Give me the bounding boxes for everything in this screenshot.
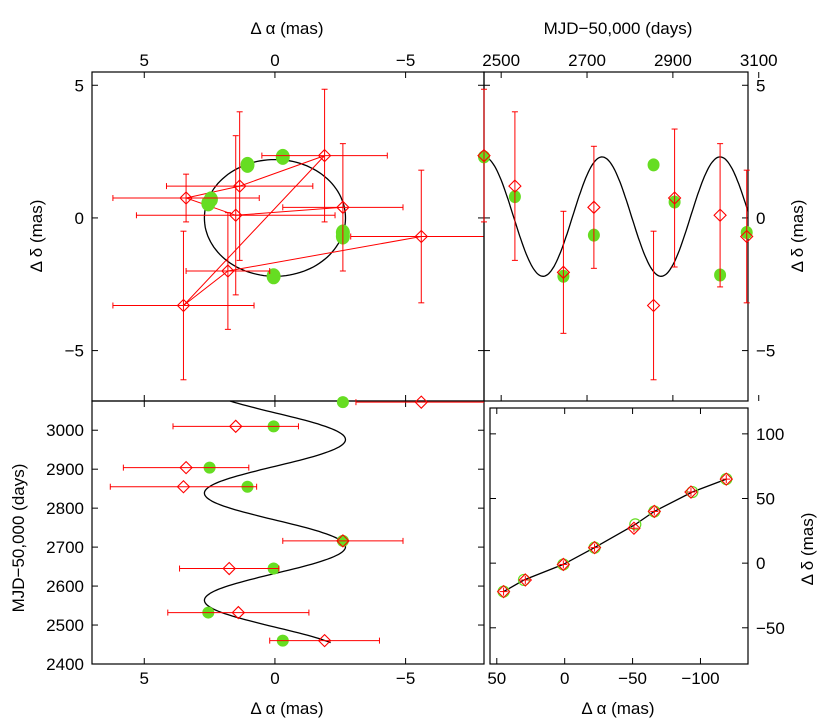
top-right-x-axis-label: MJD−50,000 (days) — [544, 19, 693, 38]
observation-diamond — [221, 264, 235, 278]
model-position-marker — [517, 573, 531, 587]
observation-diamond — [317, 148, 332, 163]
observation-diamond — [646, 298, 661, 313]
observation-diamond — [719, 472, 734, 486]
observation-diamond — [518, 573, 533, 587]
y-tick-label: 0 — [756, 209, 765, 228]
observation-diamond — [222, 561, 236, 576]
top-left-y-axis-label: Δ δ (mas) — [27, 200, 46, 273]
plot-area — [112, 88, 484, 381]
observation-diamond — [336, 534, 350, 548]
observation-diamond — [684, 485, 698, 499]
x-tick-label: 5 — [140, 51, 149, 70]
x-tick-label: 2700 — [568, 51, 606, 70]
x-tick-label: 0 — [270, 51, 279, 70]
y-tick-label: 2400 — [46, 655, 84, 674]
model-position-marker — [240, 156, 255, 173]
y-tick-label: −5 — [65, 342, 84, 361]
panel-top-left-sky-orbit: Δ α (mas) Δ δ (mas) 5 0 −5 5 0 −5 — [27, 19, 485, 402]
observation-connecting-line — [183, 155, 422, 306]
y-tick-label: 2600 — [46, 577, 84, 596]
observation-diamond — [228, 419, 243, 434]
observation-diamond — [414, 395, 429, 409]
model-dec-curve — [483, 156, 749, 277]
x-tick-label: 5 — [140, 669, 149, 688]
panel-frame — [483, 71, 749, 402]
observation-diamond — [176, 298, 191, 313]
y-tick-label: 0 — [756, 554, 765, 573]
observation-diamond — [336, 200, 350, 215]
panel-frame — [489, 407, 749, 665]
observation-diamond — [627, 521, 641, 536]
top-right-y-axis-label: Δ δ (mas) — [788, 200, 807, 273]
y-tick-label: 100 — [756, 425, 784, 444]
x-tick-label: −5 — [396, 669, 415, 688]
y-tick-label: −5 — [756, 342, 775, 361]
y-tick-label: 50 — [756, 490, 775, 509]
model-position-marker — [647, 158, 660, 172]
x-tick-label: 50 — [487, 669, 506, 688]
panel-frame — [91, 400, 485, 665]
top-left-x-axis-label: Δ α (mas) — [250, 19, 323, 38]
panel-bottom-left-time-vs-ra: Δ α (mas) MJD−50,000 (days) 5 0 −5 2400 2500… — [9, 395, 485, 718]
x-tick-label: 0 — [270, 669, 279, 688]
x-tick-label: −5 — [396, 51, 415, 70]
observation-diamond — [179, 191, 193, 205]
y-tick-label: 2800 — [46, 499, 84, 518]
observation-diamond — [179, 460, 193, 475]
panel-bottom-right-proper-motion: Δ α (mas) Δ δ (mas) 50 0 −50 −100 100 50 0 −50 — [487, 407, 817, 718]
observation-diamond — [477, 148, 491, 163]
model-position-marker — [275, 148, 290, 165]
observation-diamond — [556, 265, 571, 280]
y-tick-label: −50 — [756, 619, 785, 638]
bottom-left-y-axis-label: MJD−50,000 (days) — [9, 464, 28, 613]
observation-diamond — [739, 229, 754, 244]
y-tick-label: 2900 — [46, 460, 84, 479]
y-tick-label: 5 — [75, 76, 84, 95]
panel-top-right-dec-vs-time: MJD−50,000 (days) Δ δ (mas) 2500 2700 2900… — [477, 19, 807, 402]
model-position-marker — [201, 195, 216, 212]
observation-diamond — [231, 605, 246, 620]
x-tick-label: −100 — [681, 669, 719, 688]
x-tick-label: 2500 — [482, 51, 520, 70]
model-position-marker — [629, 518, 642, 531]
observation-diamond — [508, 179, 522, 193]
model-ra-curve — [203, 400, 347, 644]
bottom-right-y-axis-label: Δ δ (mas) — [798, 513, 817, 586]
model-position-marker — [336, 396, 349, 409]
observation-diamond — [587, 200, 601, 215]
model-proper-motion-track — [503, 478, 727, 593]
y-tick-label: 0 — [75, 209, 84, 228]
y-tick-label: 5 — [756, 76, 765, 95]
x-tick-label: 2900 — [654, 51, 692, 70]
observation-diamond — [713, 208, 727, 223]
bottom-left-x-axis-label: Δ α (mas) — [250, 699, 323, 718]
y-tick-label: 3000 — [46, 421, 84, 440]
model-position-marker — [686, 485, 699, 499]
observation-diamond — [176, 479, 191, 494]
x-tick-label: −50 — [618, 669, 647, 688]
observation-diamond — [647, 504, 662, 519]
bottom-right-x-axis-label: Δ α (mas) — [581, 699, 654, 718]
observation-diamond — [587, 540, 602, 555]
observation-diamond — [667, 191, 682, 205]
x-tick-label: 0 — [560, 669, 569, 688]
y-tick-label: 2700 — [46, 538, 84, 557]
observation-diamond — [414, 229, 429, 244]
x-tick-label: 3100 — [740, 51, 778, 70]
observation-diamond — [556, 557, 571, 572]
observation-diamond — [228, 208, 243, 223]
y-tick-label: 2500 — [46, 616, 84, 635]
observation-diamond — [496, 584, 511, 599]
observation-diamond — [317, 633, 332, 648]
